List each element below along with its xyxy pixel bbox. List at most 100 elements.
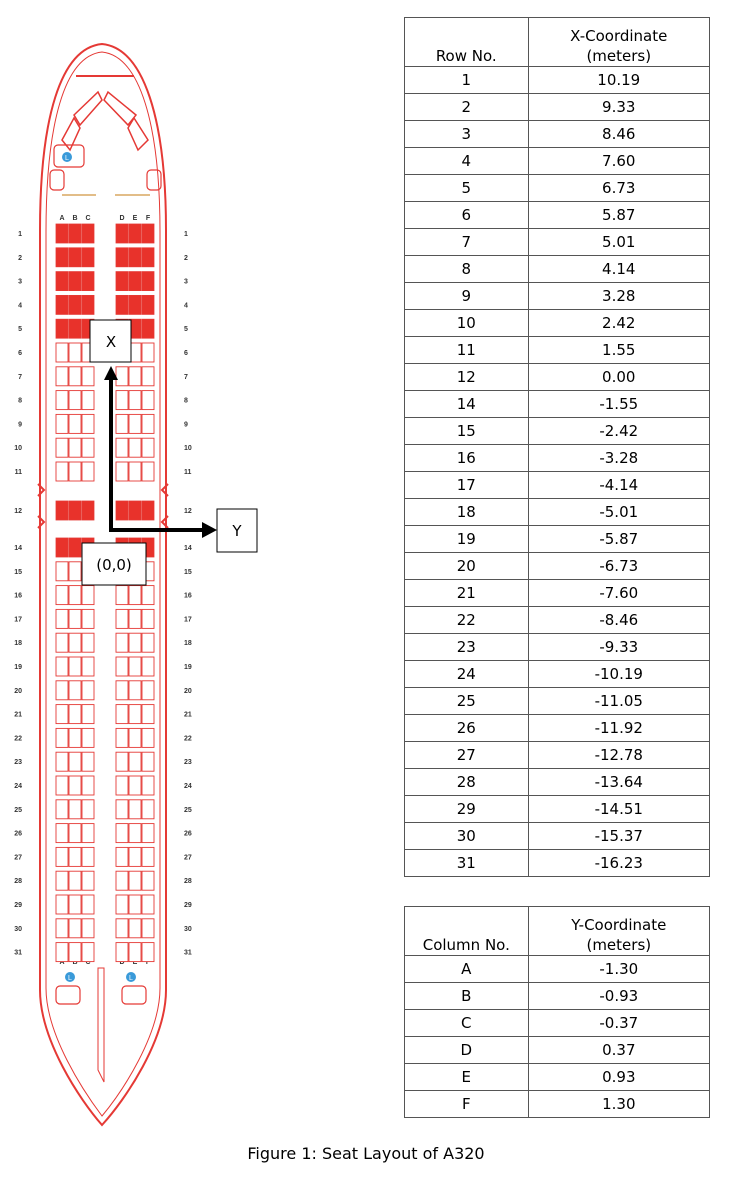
row-number-left: 11 (15, 469, 23, 476)
seat (128, 294, 142, 315)
seat (141, 500, 155, 521)
seat (68, 342, 82, 363)
table-row: 23 -9.33 (404, 633, 711, 661)
coordinate-cell: 5.01 (527, 228, 711, 256)
coordinate-cell: -1.55 (527, 390, 711, 418)
row-number-left: 26 (14, 831, 22, 838)
seat (81, 294, 95, 315)
seat (81, 247, 95, 268)
seat (128, 894, 142, 915)
row-number-left: 4 (18, 302, 22, 309)
fuselage-outline (39, 42, 167, 1127)
coordinate-cell: -1.30 (527, 955, 711, 983)
label-cell: 4 (404, 147, 529, 175)
seat (115, 390, 129, 411)
coordinate-cell: 5.87 (527, 201, 711, 229)
seat (115, 632, 129, 653)
coordinate-cell: -16.23 (527, 849, 711, 877)
seat-letter: A (59, 959, 64, 966)
y-coordinate-header: Y-Coordinate (meters) (527, 906, 711, 956)
table-row: 1 10.19 (404, 66, 711, 94)
row-header: Row No. (404, 17, 529, 67)
label-cell: 9 (404, 282, 529, 310)
label-cell: 3 (404, 120, 529, 148)
coordinate-cell: -5.01 (527, 498, 711, 526)
y-coordinate-header-line1: Y-Coordinate (571, 916, 667, 934)
seat-letter: D (119, 215, 124, 222)
table-row: 20 -6.73 (404, 552, 711, 580)
row-number-right: 21 (184, 712, 192, 719)
seat (141, 918, 155, 939)
seat (68, 870, 82, 891)
row-number-right: 10 (184, 445, 192, 452)
row-number-right: 27 (184, 854, 192, 861)
seat (55, 247, 69, 268)
cockpit-window (61, 116, 81, 152)
coordinate-cell: -15.37 (527, 822, 711, 850)
row-number-right: 4 (184, 302, 188, 309)
seat (141, 318, 155, 339)
seat (115, 751, 129, 772)
seat (128, 799, 142, 820)
seat (115, 247, 129, 268)
seat (68, 608, 82, 629)
seat (55, 342, 69, 363)
seat (68, 318, 82, 339)
axis-overlay: X Y (0,0) (81, 319, 258, 586)
seat (68, 942, 82, 963)
label-cell: 10 (404, 309, 529, 337)
seat (68, 437, 82, 458)
seat (141, 437, 155, 458)
seat (115, 704, 129, 725)
seat (128, 366, 142, 387)
seat (68, 799, 82, 820)
coordinate-cell: -11.92 (527, 714, 711, 742)
seat (68, 823, 82, 844)
table-row: 16 -3.28 (404, 444, 711, 472)
seat (68, 894, 82, 915)
table-row: 26 -11.92 (404, 714, 711, 742)
seat (141, 608, 155, 629)
coordinate-cell: 10.19 (527, 66, 711, 94)
y-axis-arrowhead (202, 522, 217, 538)
exit-marker (37, 483, 46, 497)
coordinate-cell: -0.93 (527, 982, 711, 1010)
row-number-right: 16 (184, 593, 192, 600)
row-number-left: 14 (14, 545, 22, 552)
seat (141, 342, 155, 363)
label-cell: 19 (404, 525, 529, 553)
seat (141, 247, 155, 268)
seat (128, 461, 142, 482)
coordinate-cell: 1.30 (527, 1090, 711, 1118)
seat (115, 500, 129, 521)
seat (81, 437, 95, 458)
seat (128, 390, 142, 411)
label-cell: 25 (404, 687, 529, 715)
seat (81, 413, 95, 434)
seat (68, 366, 82, 387)
coordinate-cell: 0.37 (527, 1036, 711, 1064)
coordinate-cell: -2.42 (527, 417, 711, 445)
table-row: 5 6.73 (404, 174, 711, 202)
seat (68, 461, 82, 482)
row-number-right: 31 (184, 950, 192, 957)
seat (55, 294, 69, 315)
table-row: 25 -11.05 (404, 687, 711, 715)
row-number-right: 12 (184, 508, 192, 515)
seat (141, 894, 155, 915)
seat (81, 727, 95, 748)
label-cell: 17 (404, 471, 529, 499)
front-galley-left (53, 144, 85, 168)
seat (128, 704, 142, 725)
seat (141, 846, 155, 867)
seat (141, 942, 155, 963)
seat (68, 632, 82, 653)
label-cell: 7 (404, 228, 529, 256)
label-cell: 16 (404, 444, 529, 472)
seat (68, 500, 82, 521)
seat (141, 680, 155, 701)
seat (115, 271, 129, 292)
coordinate-cell: -11.05 (527, 687, 711, 715)
seat (81, 942, 95, 963)
